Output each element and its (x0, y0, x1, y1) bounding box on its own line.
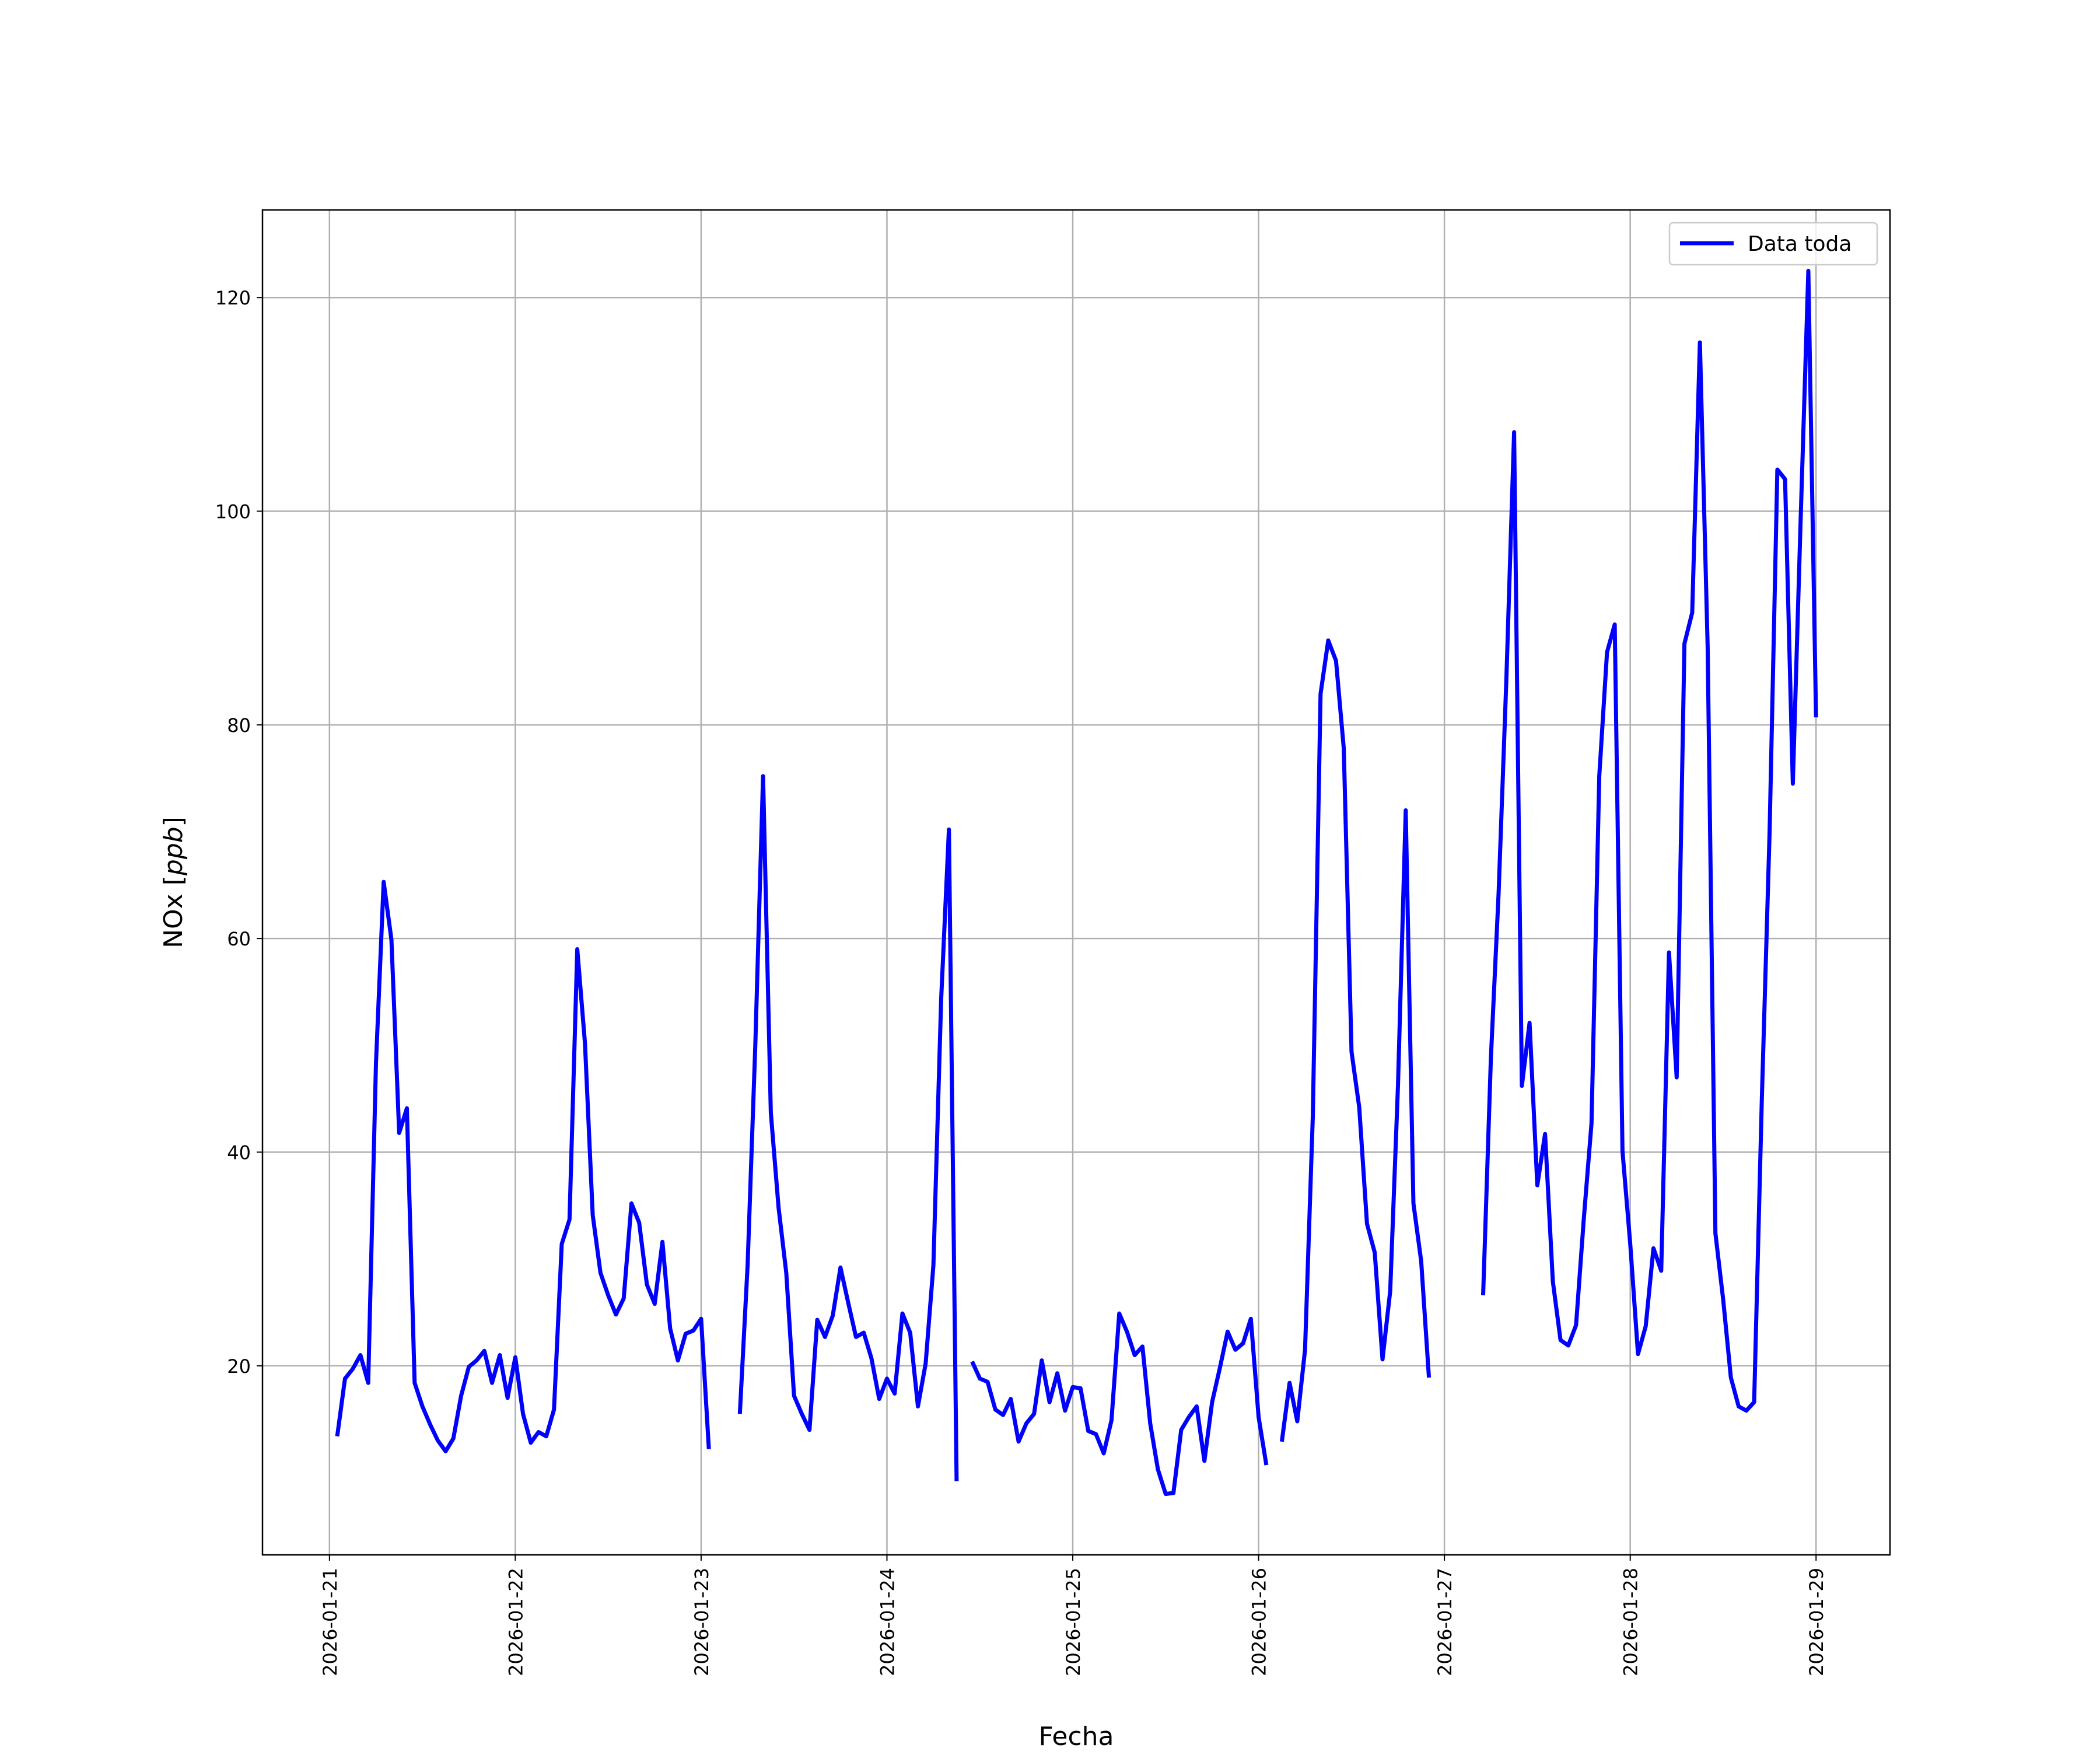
y-axis-label-bracket-close: ] (159, 817, 188, 826)
y-tick-label: 100 (215, 501, 251, 523)
x-tick-label: 2026-01-26 (1248, 1568, 1270, 1676)
x-tick-label: 2026-01-22 (505, 1568, 527, 1676)
x-tick-label: 2026-01-24 (876, 1568, 898, 1676)
x-tick-label: 2026-01-25 (1062, 1568, 1084, 1676)
y-axis-label: NOx [ppb] (159, 817, 188, 948)
x-tick-label: 2026-01-21 (319, 1568, 341, 1676)
y-tick-label: 80 (227, 714, 251, 737)
y-tick-label: 40 (227, 1141, 251, 1164)
legend: Data toda (1670, 223, 1877, 265)
x-tick-label: 2026-01-27 (1434, 1568, 1456, 1676)
x-tick-label: 2026-01-29 (1805, 1568, 1828, 1676)
y-axis-label-bracket-open: [ (159, 875, 188, 885)
y-axis-label-unit: ppb (159, 826, 188, 876)
y-tick-label: 120 (215, 287, 251, 309)
x-tick-label: 2026-01-23 (691, 1568, 713, 1676)
x-axis-label: Fecha (1038, 1722, 1114, 1750)
y-axis-label-main: NOx (159, 885, 188, 948)
legend-label: Data toda (1748, 232, 1852, 256)
x-tick-label: 2026-01-28 (1620, 1568, 1642, 1676)
y-tick-label: 60 (227, 928, 251, 950)
y-tick-label: 20 (227, 1355, 251, 1378)
